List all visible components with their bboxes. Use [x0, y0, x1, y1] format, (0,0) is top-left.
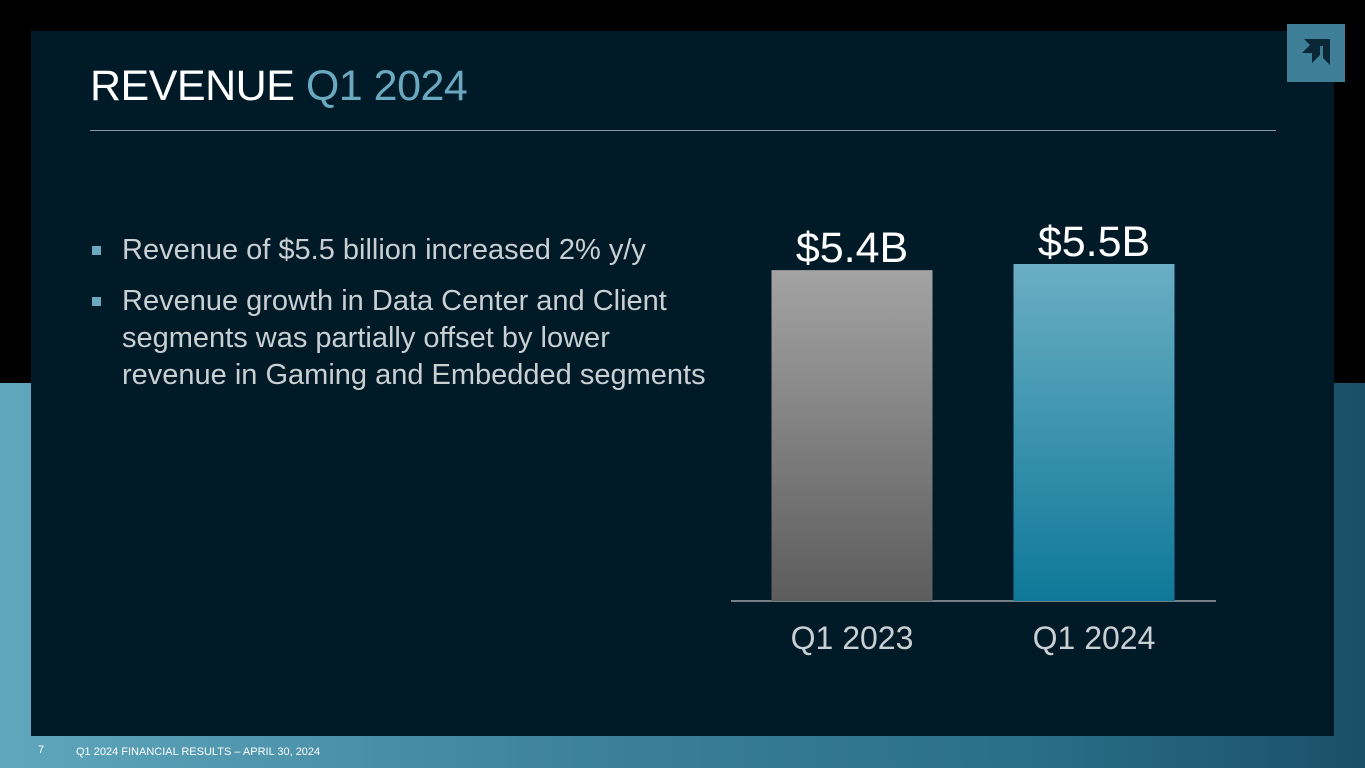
footer-text: Q1 2024 FINANCIAL RESULTS – APRIL 30, 20… [76, 746, 321, 758]
page-title: REVENUE Q1 2024 [90, 62, 468, 111]
bullet-text: Revenue of $5.5 billion increased 2% y/y [122, 234, 646, 266]
amd-logo-icon [1302, 39, 1330, 65]
bar-q1-2024 [1013, 264, 1175, 601]
amd-logo [1287, 24, 1345, 82]
bar-q1-2023 [771, 270, 933, 601]
bar-data-label: $5.4B [796, 224, 908, 272]
bullet-list: Revenue of $5.5 billion increased 2% y/y… [90, 232, 710, 408]
bullet-square-icon [92, 297, 101, 306]
page-number: 7 [38, 744, 45, 756]
title-divider [90, 130, 1276, 131]
title-main: REVENUE [90, 62, 295, 110]
bullet-item: Revenue of $5.5 billion increased 2% y/y [90, 232, 710, 269]
bullet-square-icon [92, 246, 101, 255]
x-tick-label: Q1 2023 [791, 620, 914, 656]
bullet-item: Revenue growth in Data Center and Client… [90, 283, 710, 394]
bullet-text: Revenue growth in Data Center and Client… [122, 285, 706, 391]
title-accent: Q1 2024 [305, 62, 468, 110]
x-tick-label: Q1 2024 [1033, 620, 1156, 656]
bar-data-label: $5.5B [1038, 218, 1150, 266]
